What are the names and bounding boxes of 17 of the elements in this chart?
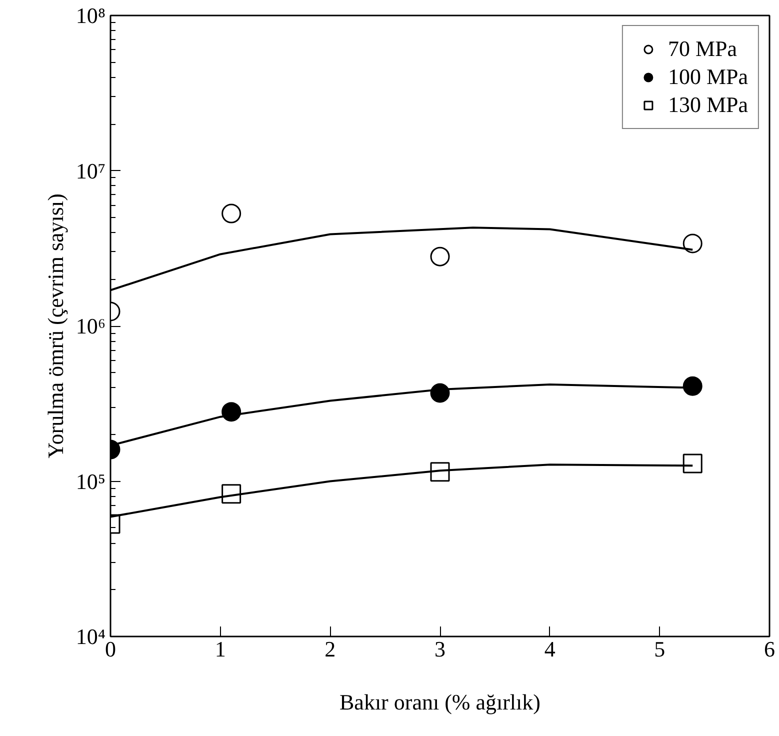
y-tick-label: 10⁸ — [76, 3, 106, 28]
x-axis-title: Bakır oranı (% ağırlık) — [340, 690, 541, 714]
x-tick-label: 2 — [324, 636, 336, 662]
x-tick-label: 1 — [214, 636, 226, 662]
x-tick-label: 3 — [434, 636, 446, 662]
y-tick-label: 10⁷ — [76, 158, 106, 184]
legend-label: 130 MPa — [668, 92, 748, 118]
y-tick-label: 10⁴ — [76, 624, 106, 649]
y-tick-label: 10⁵ — [76, 468, 106, 494]
legend-label: 70 MPa — [668, 36, 737, 62]
x-tick-label: 5 — [654, 636, 666, 662]
x-tick-label: 4 — [544, 636, 556, 662]
x-tick-label: 6 — [764, 636, 775, 662]
y-tick-label: 10⁶ — [76, 314, 106, 338]
x-tick-label: 0 — [105, 636, 116, 662]
legend-label: 100 MPa — [668, 64, 748, 90]
y-axis-title: Yorulma ömrü (çevrim sayısı) — [42, 194, 68, 458]
